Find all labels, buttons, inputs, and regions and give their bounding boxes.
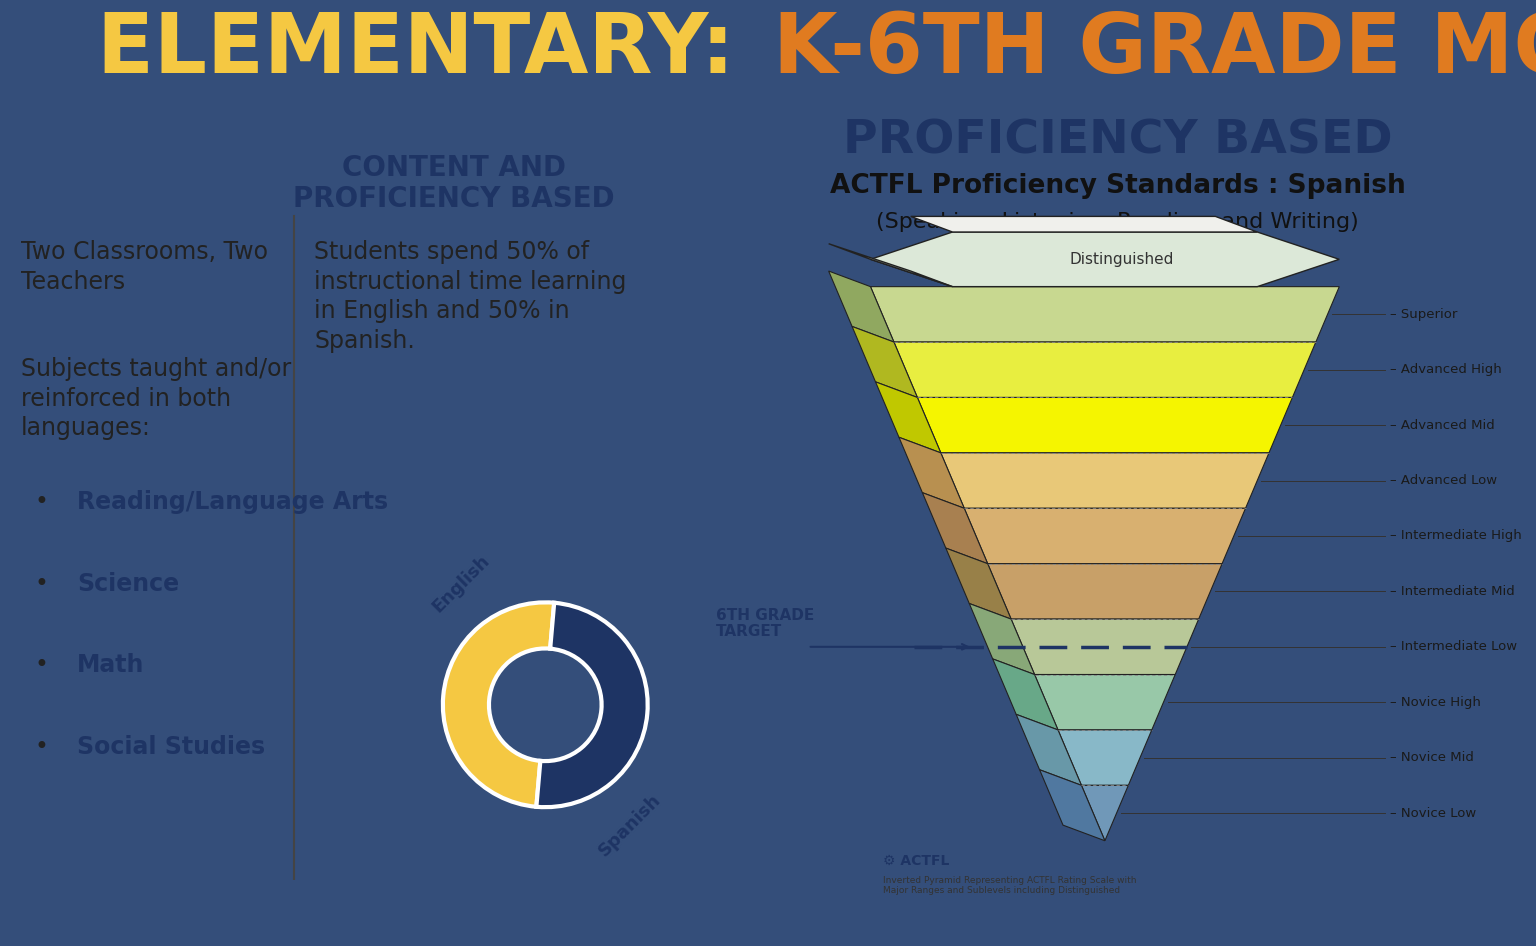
Text: 6TH GRADE
TARGET: 6TH GRADE TARGET [716, 607, 814, 639]
Text: English: English [429, 552, 493, 616]
Text: •: • [35, 654, 49, 677]
Text: – Intermediate Low: – Intermediate Low [1390, 640, 1516, 654]
Polygon shape [1081, 785, 1129, 841]
Text: – Intermediate Mid: – Intermediate Mid [1390, 585, 1514, 598]
Polygon shape [894, 342, 1316, 397]
Text: – Novice Low: – Novice Low [1390, 807, 1476, 819]
Polygon shape [828, 244, 952, 287]
Text: – Advanced Mid: – Advanced Mid [1390, 419, 1495, 431]
Wedge shape [442, 603, 554, 807]
Text: CONTENT AND
PROFICIENCY BASED: CONTENT AND PROFICIENCY BASED [293, 154, 614, 213]
Polygon shape [988, 564, 1223, 619]
Polygon shape [1058, 730, 1152, 785]
Text: Reading/Language Arts: Reading/Language Arts [77, 490, 389, 514]
Text: •: • [35, 571, 49, 595]
Polygon shape [992, 659, 1058, 730]
Wedge shape [536, 603, 648, 807]
Text: Students spend 50% of
instructional time learning
in English and 50% in
Spanish.: Students spend 50% of instructional time… [315, 240, 627, 353]
Polygon shape [899, 437, 965, 508]
Polygon shape [917, 397, 1292, 453]
Text: PROFICIENCY BASED: PROFICIENCY BASED [843, 119, 1392, 164]
Text: (Speaking, Listening, Reading, and Writing): (Speaking, Listening, Reading, and Writi… [876, 213, 1359, 233]
Text: ELEMENTARY:: ELEMENTARY: [97, 9, 763, 90]
Polygon shape [871, 232, 1339, 287]
Text: – Novice High: – Novice High [1390, 695, 1481, 709]
Text: Two Classrooms, Two
Teachers: Two Classrooms, Two Teachers [22, 240, 267, 293]
Polygon shape [876, 382, 942, 453]
Text: •: • [35, 735, 49, 760]
Polygon shape [923, 493, 988, 564]
Text: Inverted Pyramid Representing ACTFL Rating Scale with
Major Ranges and Sublevels: Inverted Pyramid Representing ACTFL Rati… [883, 876, 1137, 895]
Polygon shape [969, 604, 1035, 674]
Polygon shape [946, 548, 1011, 619]
Text: Social Studies: Social Studies [77, 735, 266, 760]
Text: – Advanced Low: – Advanced Low [1390, 474, 1496, 487]
Text: – Advanced High: – Advanced High [1390, 363, 1501, 377]
Text: – Intermediate High: – Intermediate High [1390, 530, 1521, 542]
Polygon shape [965, 508, 1246, 564]
Text: K-6TH GRADE MODEL: K-6TH GRADE MODEL [773, 9, 1536, 90]
Text: – Novice Mid: – Novice Mid [1390, 751, 1473, 764]
Text: Science: Science [77, 571, 180, 595]
Polygon shape [942, 453, 1269, 508]
Text: – Superior: – Superior [1390, 307, 1456, 321]
Text: Distinguished: Distinguished [1069, 252, 1174, 267]
Polygon shape [1011, 619, 1198, 674]
Polygon shape [871, 287, 1339, 342]
Polygon shape [1040, 770, 1104, 841]
Text: •: • [35, 490, 49, 514]
Polygon shape [852, 326, 917, 397]
Text: ACTFL Proficiency Standards : Spanish: ACTFL Proficiency Standards : Spanish [829, 173, 1405, 200]
Text: Math: Math [77, 654, 144, 677]
Text: Subjects taught and/or
reinforced in both
languages:: Subjects taught and/or reinforced in bot… [22, 357, 292, 440]
Polygon shape [828, 271, 894, 342]
Text: Spanish: Spanish [594, 791, 664, 860]
Polygon shape [1035, 674, 1175, 730]
Text: ⚙ ACTFL: ⚙ ACTFL [883, 854, 949, 868]
Polygon shape [911, 217, 1258, 232]
Polygon shape [1017, 714, 1081, 785]
